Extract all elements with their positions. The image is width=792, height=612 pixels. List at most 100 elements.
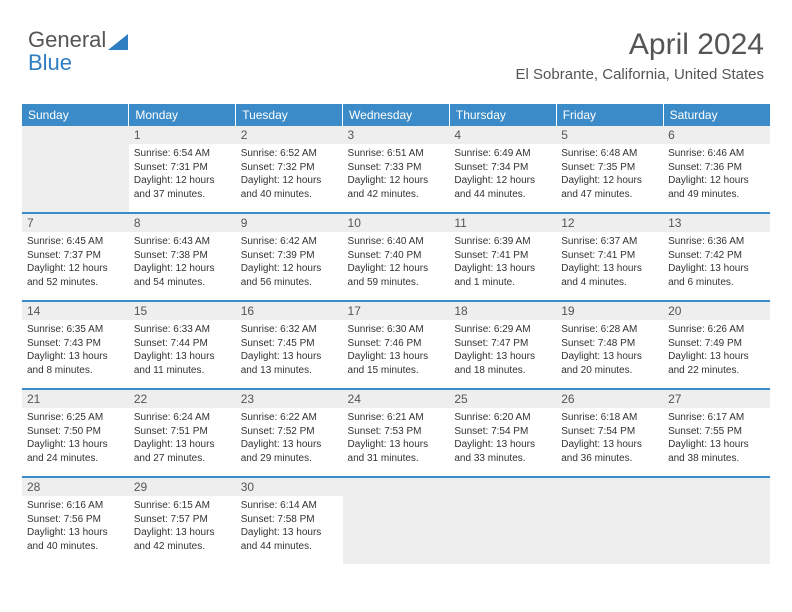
day-number: 10 [343,214,450,232]
day-details: Sunrise: 6:49 AMSunset: 7:34 PMDaylight:… [449,144,556,205]
calendar-cell: 5Sunrise: 6:48 AMSunset: 7:35 PMDaylight… [556,126,663,212]
calendar-cell: 8Sunrise: 6:43 AMSunset: 7:38 PMDaylight… [129,214,236,300]
calendar-week-row: 7Sunrise: 6:45 AMSunset: 7:37 PMDaylight… [22,214,770,300]
day-details: Sunrise: 6:22 AMSunset: 7:52 PMDaylight:… [236,408,343,469]
calendar-cell: 4Sunrise: 6:49 AMSunset: 7:34 PMDaylight… [449,126,556,212]
day-details: Sunrise: 6:45 AMSunset: 7:37 PMDaylight:… [22,232,129,293]
day-details: Sunrise: 6:26 AMSunset: 7:49 PMDaylight:… [663,320,770,381]
calendar-cell: 21Sunrise: 6:25 AMSunset: 7:50 PMDayligh… [22,390,129,476]
blank-day-body [663,496,770,564]
day-number: 15 [129,302,236,320]
calendar-cell [449,478,556,564]
calendar-table: SundayMondayTuesdayWednesdayThursdayFrid… [22,104,770,564]
day-details: Sunrise: 6:28 AMSunset: 7:48 PMDaylight:… [556,320,663,381]
calendar-week-row: 14Sunrise: 6:35 AMSunset: 7:43 PMDayligh… [22,302,770,388]
day-header: Thursday [449,104,556,126]
day-number: 1 [129,126,236,144]
day-header: Monday [129,104,236,126]
calendar-cell: 25Sunrise: 6:20 AMSunset: 7:54 PMDayligh… [449,390,556,476]
calendar-cell: 24Sunrise: 6:21 AMSunset: 7:53 PMDayligh… [343,390,450,476]
calendar-cell [663,478,770,564]
day-details: Sunrise: 6:36 AMSunset: 7:42 PMDaylight:… [663,232,770,293]
calendar-cell: 12Sunrise: 6:37 AMSunset: 7:41 PMDayligh… [556,214,663,300]
calendar-header-row: SundayMondayTuesdayWednesdayThursdayFrid… [22,104,770,126]
day-details: Sunrise: 6:15 AMSunset: 7:57 PMDaylight:… [129,496,236,557]
day-details: Sunrise: 6:48 AMSunset: 7:35 PMDaylight:… [556,144,663,205]
logo: General Blue [28,28,128,74]
day-details: Sunrise: 6:52 AMSunset: 7:32 PMDaylight:… [236,144,343,205]
day-details: Sunrise: 6:24 AMSunset: 7:51 PMDaylight:… [129,408,236,469]
day-details: Sunrise: 6:18 AMSunset: 7:54 PMDaylight:… [556,408,663,469]
blank-day-body [343,496,450,564]
day-number: 14 [22,302,129,320]
day-number: 21 [22,390,129,408]
day-number: 12 [556,214,663,232]
day-number: 27 [663,390,770,408]
calendar-cell: 26Sunrise: 6:18 AMSunset: 7:54 PMDayligh… [556,390,663,476]
calendar-cell: 1Sunrise: 6:54 AMSunset: 7:31 PMDaylight… [129,126,236,212]
day-number: 29 [129,478,236,496]
calendar-cell: 23Sunrise: 6:22 AMSunset: 7:52 PMDayligh… [236,390,343,476]
calendar-week-row: 21Sunrise: 6:25 AMSunset: 7:50 PMDayligh… [22,390,770,476]
calendar-cell: 29Sunrise: 6:15 AMSunset: 7:57 PMDayligh… [129,478,236,564]
day-header: Tuesday [236,104,343,126]
day-details: Sunrise: 6:16 AMSunset: 7:56 PMDaylight:… [22,496,129,557]
day-number: 25 [449,390,556,408]
calendar-cell: 17Sunrise: 6:30 AMSunset: 7:46 PMDayligh… [343,302,450,388]
day-header: Sunday [22,104,129,126]
blank-day-header [663,478,770,496]
sail-icon [108,34,128,50]
day-number: 3 [343,126,450,144]
blank-day-header [343,478,450,496]
calendar-cell: 6Sunrise: 6:46 AMSunset: 7:36 PMDaylight… [663,126,770,212]
day-details: Sunrise: 6:43 AMSunset: 7:38 PMDaylight:… [129,232,236,293]
calendar-cell: 7Sunrise: 6:45 AMSunset: 7:37 PMDaylight… [22,214,129,300]
day-details: Sunrise: 6:32 AMSunset: 7:45 PMDaylight:… [236,320,343,381]
day-number: 19 [556,302,663,320]
calendar-cell: 9Sunrise: 6:42 AMSunset: 7:39 PMDaylight… [236,214,343,300]
blank-day-header [449,478,556,496]
calendar-cell: 18Sunrise: 6:29 AMSunset: 7:47 PMDayligh… [449,302,556,388]
day-details: Sunrise: 6:17 AMSunset: 7:55 PMDaylight:… [663,408,770,469]
calendar-cell: 28Sunrise: 6:16 AMSunset: 7:56 PMDayligh… [22,478,129,564]
day-details: Sunrise: 6:33 AMSunset: 7:44 PMDaylight:… [129,320,236,381]
day-header: Friday [556,104,663,126]
day-number: 28 [22,478,129,496]
day-details: Sunrise: 6:39 AMSunset: 7:41 PMDaylight:… [449,232,556,293]
calendar-cell: 20Sunrise: 6:26 AMSunset: 7:49 PMDayligh… [663,302,770,388]
calendar-cell: 11Sunrise: 6:39 AMSunset: 7:41 PMDayligh… [449,214,556,300]
day-header: Saturday [663,104,770,126]
calendar-cell: 22Sunrise: 6:24 AMSunset: 7:51 PMDayligh… [129,390,236,476]
day-details: Sunrise: 6:46 AMSunset: 7:36 PMDaylight:… [663,144,770,205]
day-number: 17 [343,302,450,320]
day-details: Sunrise: 6:21 AMSunset: 7:53 PMDaylight:… [343,408,450,469]
day-details: Sunrise: 6:51 AMSunset: 7:33 PMDaylight:… [343,144,450,205]
day-number: 24 [343,390,450,408]
day-number: 26 [556,390,663,408]
day-number: 2 [236,126,343,144]
calendar-cell: 27Sunrise: 6:17 AMSunset: 7:55 PMDayligh… [663,390,770,476]
day-details: Sunrise: 6:42 AMSunset: 7:39 PMDaylight:… [236,232,343,293]
page-header: April 2024 El Sobrante, California, Unit… [516,28,764,83]
day-number: 30 [236,478,343,496]
day-number: 8 [129,214,236,232]
day-number: 16 [236,302,343,320]
blank-day-header [556,478,663,496]
day-number: 20 [663,302,770,320]
day-number: 23 [236,390,343,408]
day-number: 9 [236,214,343,232]
calendar-cell [556,478,663,564]
calendar-cell: 13Sunrise: 6:36 AMSunset: 7:42 PMDayligh… [663,214,770,300]
logo-line1: General [28,28,106,51]
day-number: 4 [449,126,556,144]
calendar-week-row: 28Sunrise: 6:16 AMSunset: 7:56 PMDayligh… [22,478,770,564]
calendar-cell: 30Sunrise: 6:14 AMSunset: 7:58 PMDayligh… [236,478,343,564]
day-details: Sunrise: 6:40 AMSunset: 7:40 PMDaylight:… [343,232,450,293]
logo-line2: Blue [28,51,106,74]
blank-day-body [22,144,129,212]
calendar-week-row: 1Sunrise: 6:54 AMSunset: 7:31 PMDaylight… [22,126,770,212]
calendar-cell [22,126,129,212]
day-details: Sunrise: 6:20 AMSunset: 7:54 PMDaylight:… [449,408,556,469]
day-details: Sunrise: 6:54 AMSunset: 7:31 PMDaylight:… [129,144,236,205]
calendar-cell: 2Sunrise: 6:52 AMSunset: 7:32 PMDaylight… [236,126,343,212]
